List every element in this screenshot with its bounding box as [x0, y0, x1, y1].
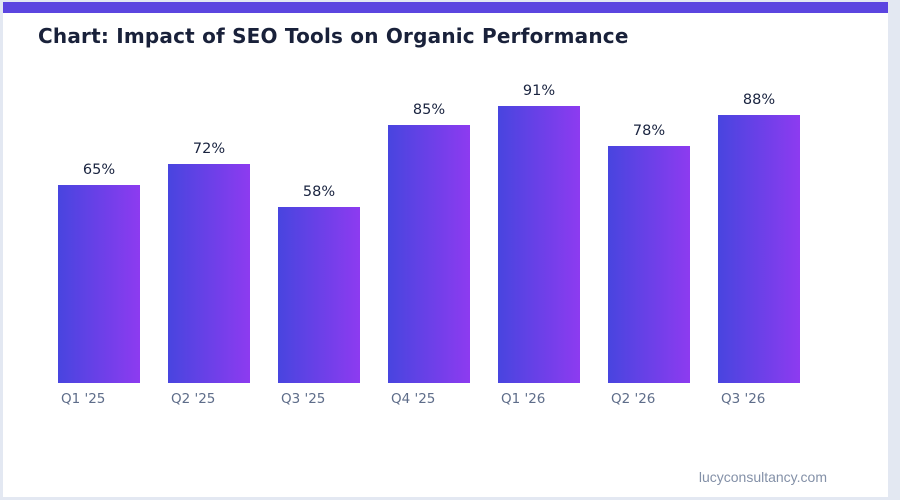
x-axis-label: Q2 '25	[171, 391, 216, 407]
bar-value-label: 65%	[82, 162, 116, 178]
bar-value-label: 58%	[302, 184, 336, 200]
x-axis-label: Q4 '25	[391, 391, 436, 407]
x-axis-label: Q3 '25	[281, 391, 326, 407]
x-axis-label: Q2 '26	[611, 391, 656, 407]
bar-value-label: 91%	[522, 83, 556, 99]
bar-column: 91% Q1 '26	[498, 83, 580, 407]
bar	[168, 164, 250, 383]
x-axis-label: Q3 '26	[721, 391, 766, 407]
bar-column: 78% Q2 '26	[608, 123, 690, 407]
bar	[388, 125, 470, 383]
bar	[718, 115, 800, 383]
bar	[498, 106, 580, 383]
bar-value-label: 72%	[192, 141, 226, 157]
x-axis-label: Q1 '26	[501, 391, 546, 407]
bar-value-label: 85%	[412, 102, 446, 118]
bar-column: 58% Q3 '25	[278, 184, 360, 407]
bar	[608, 146, 690, 383]
bar-column: 65% Q1 '25	[58, 162, 140, 407]
bar-value-label: 78%	[632, 123, 666, 139]
bar	[58, 185, 140, 383]
chart-card: Chart: Impact of SEO Tools on Organic Pe…	[3, 2, 888, 497]
bar-column: 72% Q2 '25	[168, 141, 250, 407]
bar	[278, 207, 360, 383]
bar-column: 85% Q4 '25	[388, 102, 470, 407]
bar-column: 88% Q3 '26	[718, 92, 800, 407]
bar-value-label: 88%	[742, 92, 776, 108]
bar-chart: 65% Q1 '25 72% Q2 '25 58% Q3 '25 85% Q4 '25 91% Q…	[58, 83, 800, 407]
watermark-text: lucyconsultancy.com	[698, 469, 827, 485]
x-axis-label: Q1 '25	[61, 391, 106, 407]
chart-title: Chart: Impact of SEO Tools on Organic Pe…	[38, 24, 629, 48]
